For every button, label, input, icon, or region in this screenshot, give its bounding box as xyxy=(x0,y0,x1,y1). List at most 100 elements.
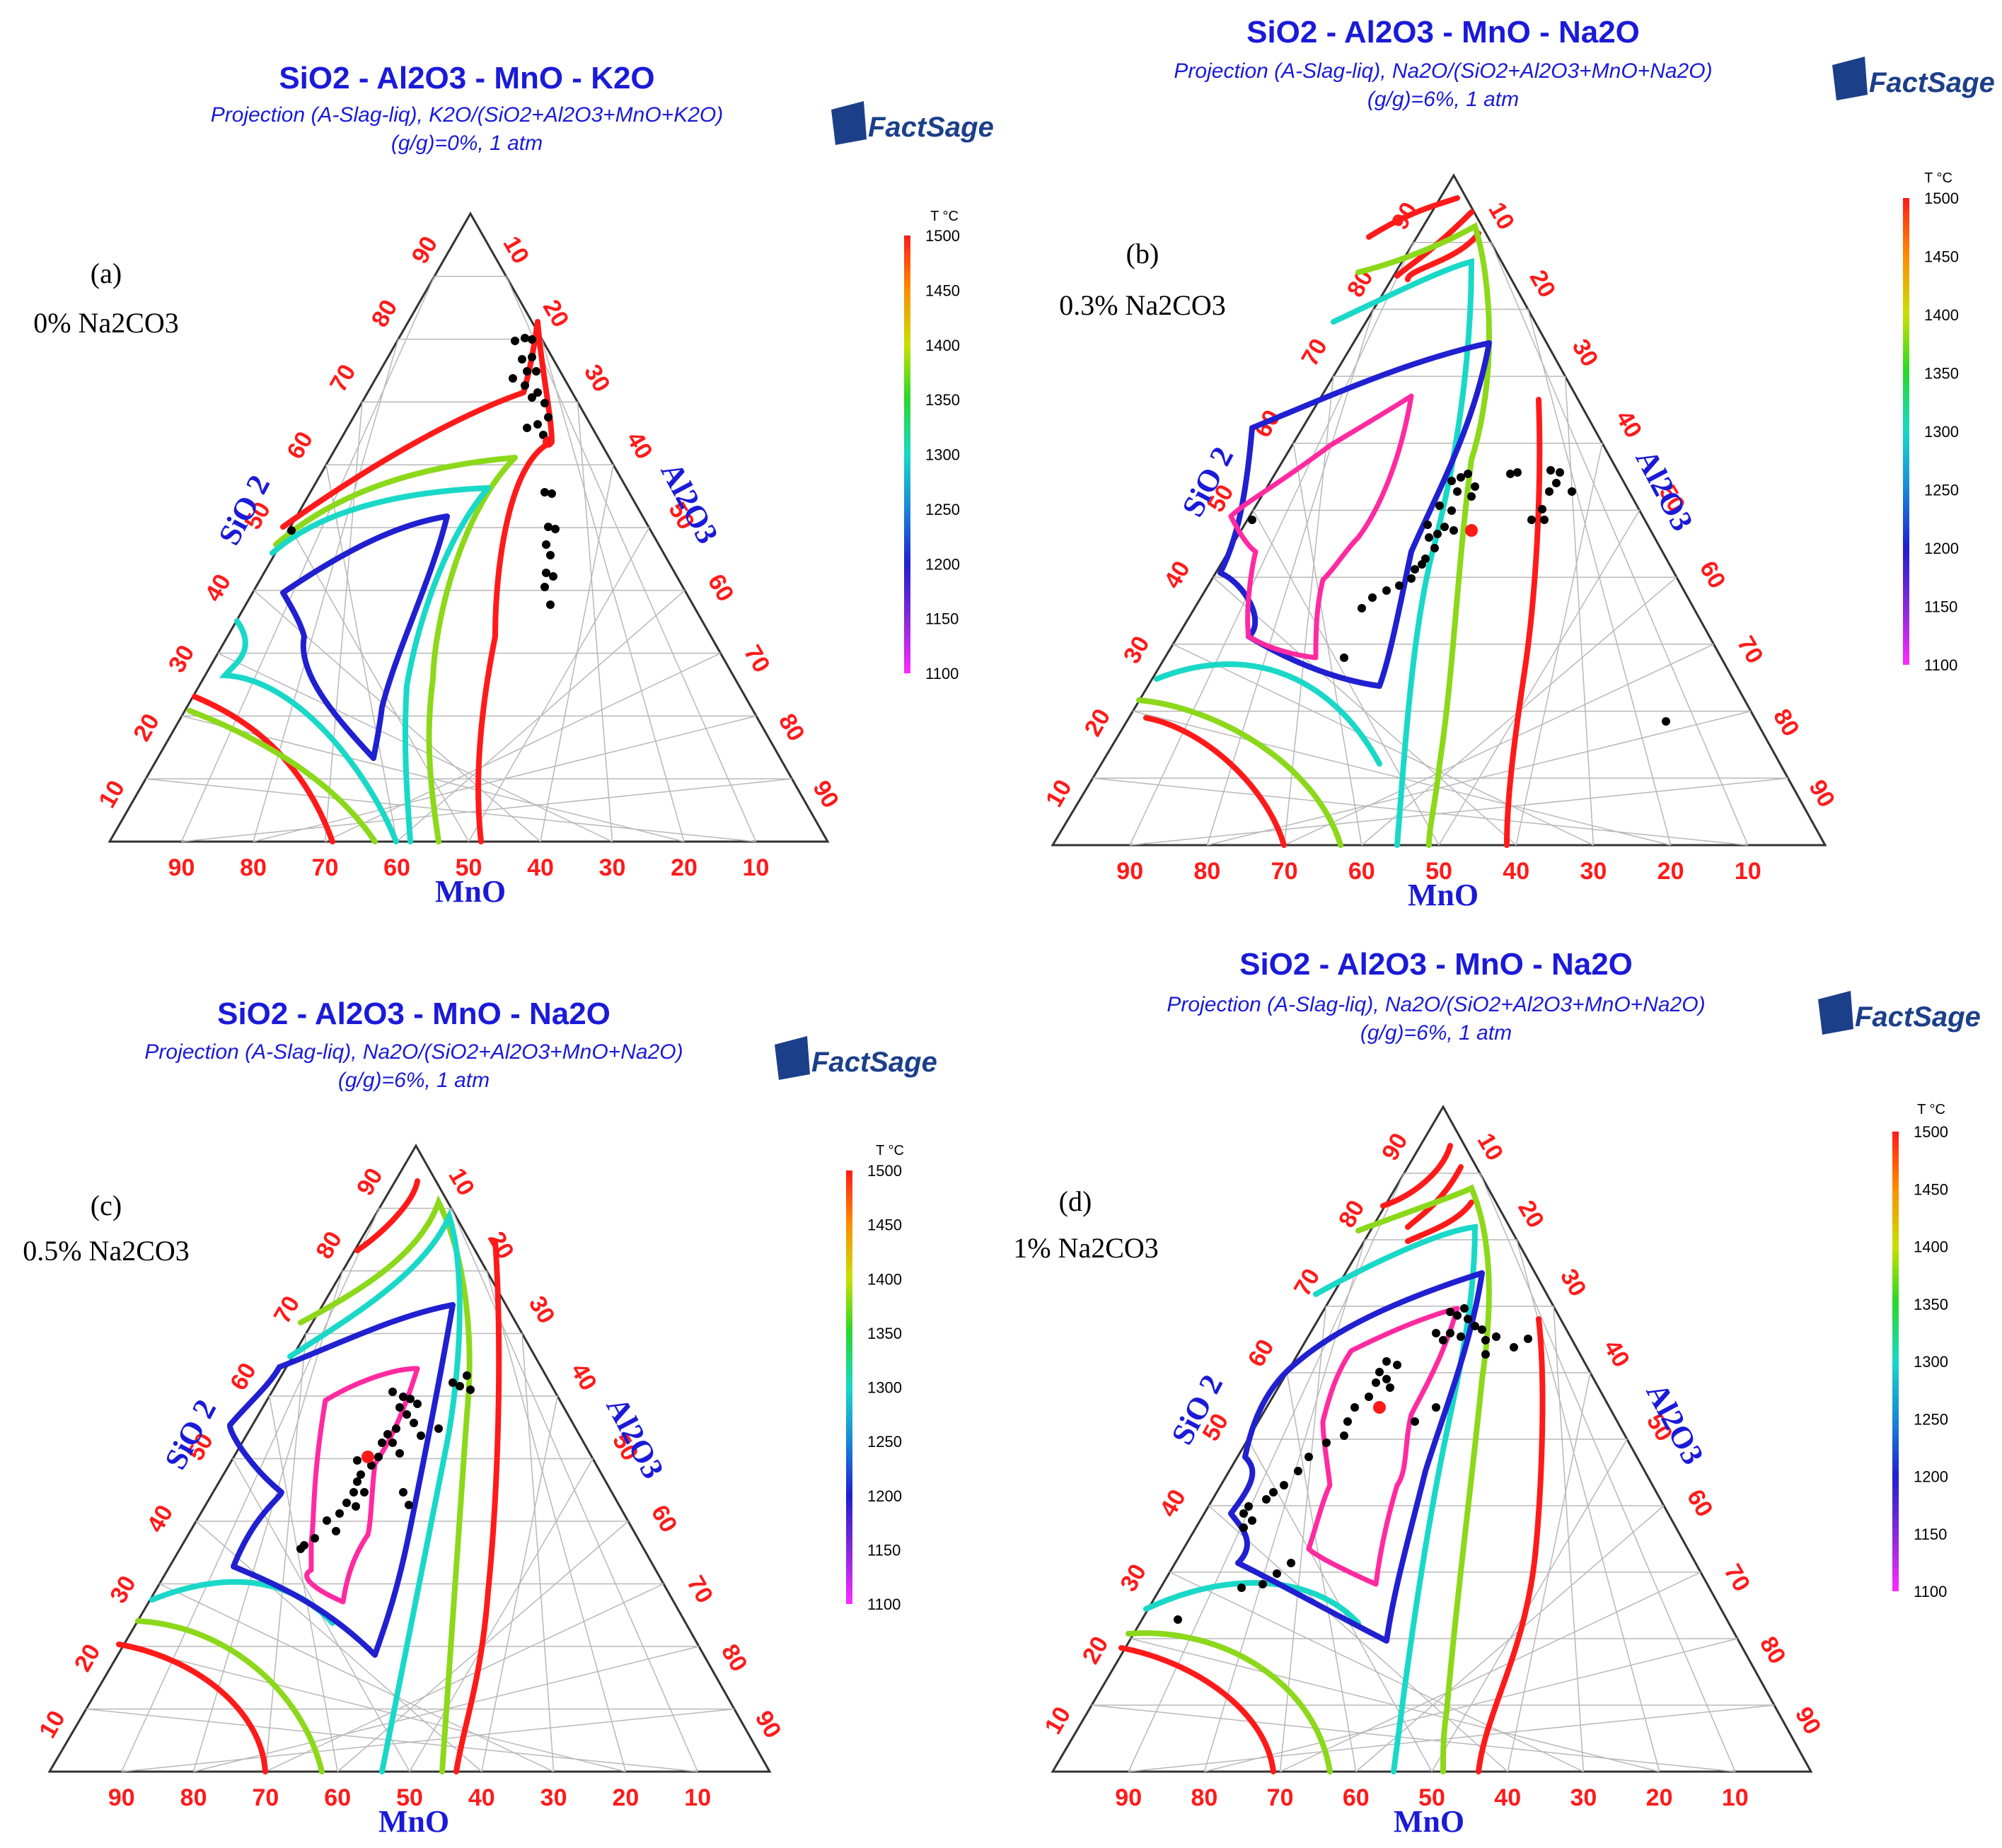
panel-d-data-point xyxy=(1382,1375,1391,1383)
panel-a: SiO2 - Al2O3 - MnO - K2O Projection (A-S… xyxy=(33,61,994,909)
panel-b-bottom-tick: 40 xyxy=(1503,858,1529,885)
panel-d-data-point xyxy=(1174,1615,1182,1624)
panel-b: SiO2 - Al2O3 - MnO - Na2O Projection (A-… xyxy=(1041,15,1995,912)
panel-a-isotherm-1200 xyxy=(280,513,450,761)
panel-a-bottom-tick: 10 xyxy=(743,854,770,881)
panel-a-data-point xyxy=(523,424,531,432)
panel-b-data-point xyxy=(1358,604,1366,612)
panel-d-data-point xyxy=(1432,1329,1440,1337)
panel-d-isotherm-1500-lower xyxy=(1118,1645,1276,1774)
panel-c-bottom-tick: 90 xyxy=(108,1784,135,1811)
panel-a-data-point xyxy=(546,600,555,609)
panel-b-isotherm-1500 xyxy=(1366,195,1543,848)
panel-a-legend: T °C 1500 1450 1400 1350 1300 1250 1200 1150 110… xyxy=(904,209,960,682)
panel-d-highlight-point xyxy=(1373,1401,1386,1414)
panel-b-data-point xyxy=(1540,516,1549,524)
panel-c-axis-mno: MnO xyxy=(378,1804,449,1839)
panel-c-grid-line xyxy=(451,1208,698,1772)
panel-a-data-point xyxy=(542,569,550,577)
panel-d-legend-value: 1250 xyxy=(1914,1410,1948,1428)
panel-c-data-point xyxy=(399,1393,407,1401)
panel-d-data-point xyxy=(1386,1383,1394,1392)
panel-d-data-point xyxy=(1248,1516,1256,1525)
panel-c: SiO2 - Al2O3 - MnO - Na2O Projection (A-… xyxy=(23,996,937,1839)
panel-c-isotherm-1200 xyxy=(227,1302,456,1658)
panel-d-data-point xyxy=(1478,1325,1486,1334)
panel-d-data-point xyxy=(1273,1569,1281,1578)
panel-d-data-point xyxy=(1460,1304,1469,1313)
panel-c-isotherm-1400-lower xyxy=(135,1618,325,1774)
panel-d-title: SiO2 - Al2O3 - MnO - Na2O xyxy=(1239,947,1633,982)
panel-a-legend-colorbar xyxy=(904,236,910,673)
panel-b-data-point xyxy=(1368,593,1377,602)
panel-a-data-point xyxy=(528,393,536,402)
panel-c-bottom-tick: 40 xyxy=(468,1784,495,1811)
panel-a-legend-value: 1500 xyxy=(925,227,960,245)
factsage-logo-icon xyxy=(1818,991,1853,1035)
panel-d-data-point xyxy=(1340,1431,1348,1440)
panel-b-data-point xyxy=(1467,492,1476,501)
panel-a-data-point xyxy=(549,572,557,581)
panel-c-legend-value: 1150 xyxy=(867,1541,901,1559)
panel-b-logo-text: FactSage xyxy=(1869,67,1995,98)
panel-b-ratio: (g/g)=6%, 1 atm xyxy=(1367,88,1519,111)
panel-d-data-point xyxy=(1287,1559,1295,1567)
panel-c-legend-value: 1300 xyxy=(867,1379,902,1397)
panel-c-logo: FactSage xyxy=(775,1036,937,1080)
panel-c-isotherm-1400 xyxy=(298,1195,473,1774)
panel-c-legend-value: 1500 xyxy=(867,1162,902,1180)
panel-c-legend-value: 1450 xyxy=(867,1216,902,1234)
panel-a-data-point xyxy=(532,367,540,376)
panel-c-data-point xyxy=(399,1488,407,1497)
panel-c-additive: 0.5% Na2CO3 xyxy=(23,1235,190,1267)
panel-c-grid-line xyxy=(159,1583,554,1772)
panel-b-legend-value: 1100 xyxy=(1924,656,1957,674)
panel-d-data-point xyxy=(1481,1350,1490,1359)
panel-a-data-point xyxy=(533,388,542,397)
panel-d-data-point xyxy=(1269,1488,1278,1497)
panel-d-data-point xyxy=(1432,1403,1440,1412)
panel-b-isotherm-1500-lower xyxy=(1143,715,1287,848)
panel-b-data-point xyxy=(1513,468,1522,477)
panel-a-bottom-tick-labels: 90 80 70 60 50 40 30 20 10 xyxy=(168,854,770,881)
panel-d-grid-line xyxy=(1092,1704,1735,1772)
panel-c-data-point xyxy=(352,1502,360,1511)
panel-d-data-point xyxy=(1244,1502,1253,1511)
panel-a-data-point xyxy=(509,374,517,383)
panel-c-isotherm-1300 xyxy=(287,1208,463,1774)
panel-b-bottom-tick: 20 xyxy=(1657,858,1684,885)
panel-c-grid-line xyxy=(195,1521,482,1772)
panel-a-legend-value: 1400 xyxy=(925,337,960,354)
panel-d-legend-value: 1500 xyxy=(1914,1123,1948,1141)
panel-d-legend-value: 1450 xyxy=(1914,1180,1948,1198)
panel-b-legend-value: 1150 xyxy=(1924,598,1957,616)
panel-a-logo-text: FactSage xyxy=(868,112,994,143)
panel-b-legend-value: 1500 xyxy=(1924,190,1959,207)
panel-d-additive: 1% Na2CO3 xyxy=(1013,1232,1159,1264)
panel-a-grid-line xyxy=(541,339,685,842)
panel-a-bottom-tick: 50 xyxy=(456,854,482,881)
panel-c-data-point xyxy=(342,1499,351,1507)
panel-d-data-point xyxy=(1239,1523,1248,1532)
panel-c-data-point xyxy=(388,1439,397,1447)
panel-a-grid-line xyxy=(217,652,613,842)
panel-b-data-point xyxy=(1545,487,1553,496)
panel-d-isotherm-1400-lower xyxy=(1126,1630,1333,1774)
panel-a-bottom-tick: 80 xyxy=(240,854,267,881)
panel-a-isotherm-1500 xyxy=(280,319,555,844)
panel-a-data-point xyxy=(523,367,531,376)
panel-a-bottom-tick: 90 xyxy=(168,854,195,881)
panel-d-bottom-tick: 60 xyxy=(1343,1784,1370,1811)
panel-a-axis-mno: MnO xyxy=(435,874,506,909)
panel-d-data-point xyxy=(1237,1583,1246,1592)
panel-c-data-point xyxy=(403,1410,411,1419)
panel-d-data-point xyxy=(1446,1308,1454,1316)
panel-a-grid-line xyxy=(577,402,613,842)
panel-d-data-point xyxy=(1481,1336,1490,1344)
panel-a-data-point xyxy=(540,488,549,496)
panel-a-data-point xyxy=(539,431,548,439)
panel-b-bottom-tick: 10 xyxy=(1735,858,1761,885)
